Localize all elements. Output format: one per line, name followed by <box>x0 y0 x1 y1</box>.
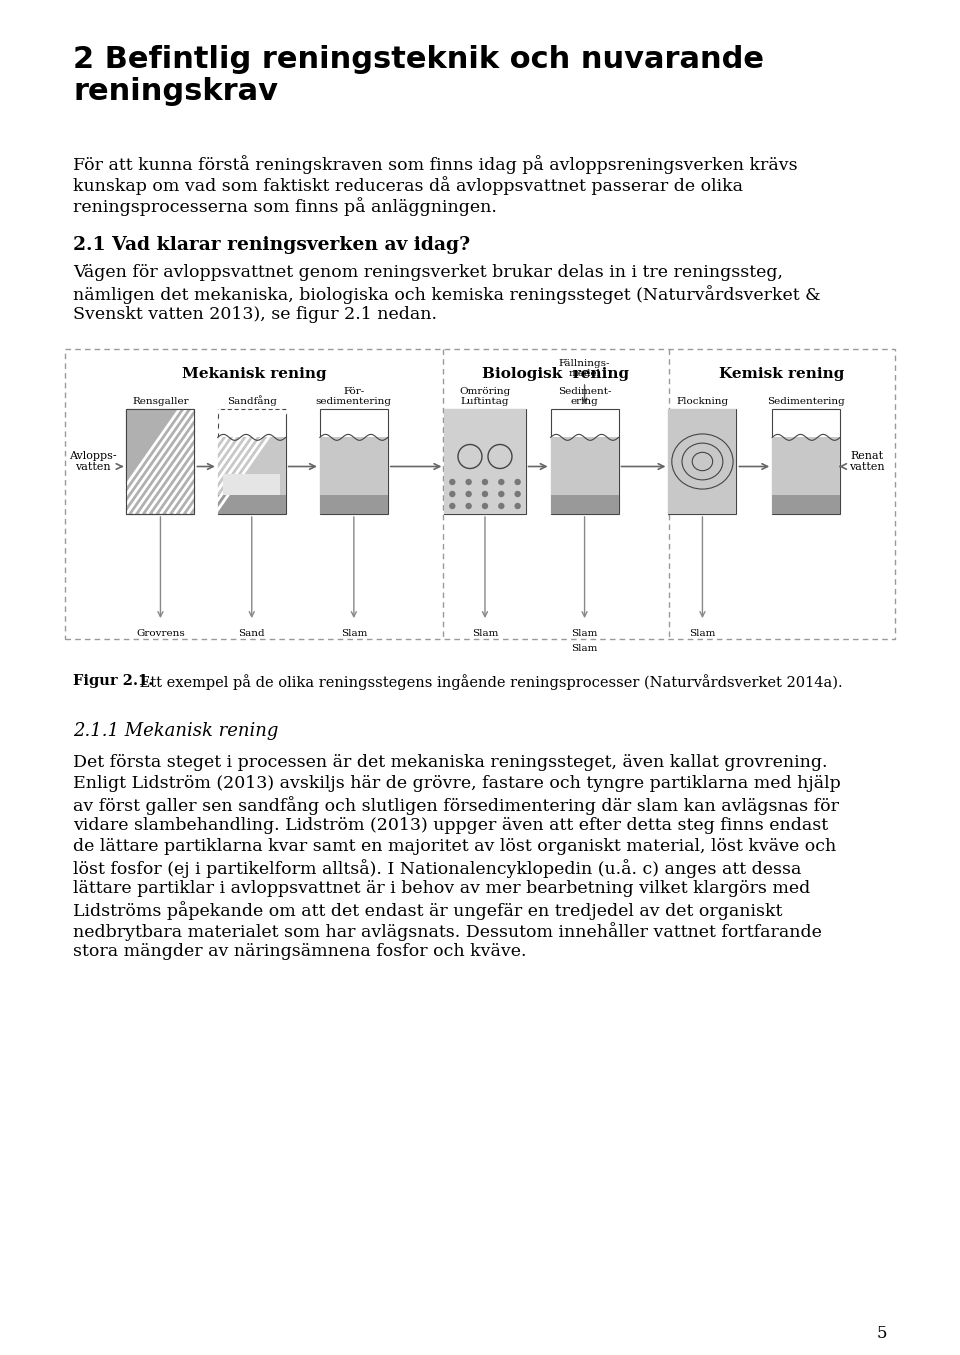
Text: av först galler sen sandfång och slutligen försedimentering där slam kan avlägsn: av först galler sen sandfång och slutlig… <box>73 795 839 814</box>
Bar <box>772 438 840 495</box>
Text: Enligt Lidström (2013) avskiljs här de grövre, fastare och tyngre partiklarna me: Enligt Lidström (2013) avskiljs här de g… <box>73 775 841 793</box>
Text: löst fosfor (ej i partikelform alltså). I Nationalencyklopedin (u.å. c) anges at: löst fosfor (ej i partikelform alltså). … <box>73 859 802 878</box>
Circle shape <box>499 480 504 485</box>
Text: vidare slambehandling. Lidström (2013) uppger även att efter detta steg finns en: vidare slambehandling. Lidström (2013) u… <box>73 817 828 833</box>
Text: Det första steget i processen är det mekaniska reningssteget, även kallat grovre: Det första steget i processen är det mek… <box>73 753 828 771</box>
Text: För att kunna förstå reningskraven som finns idag på avloppsreningsverken krävs: För att kunna förstå reningskraven som f… <box>73 154 798 173</box>
Circle shape <box>450 480 455 485</box>
Text: Ett exempel på de olika reningsstegens ingående reningsprocesser (Naturvårdsverk: Ett exempel på de olika reningsstegens i… <box>135 673 843 690</box>
Text: Omröring
Luftintag: Omröring Luftintag <box>459 388 511 406</box>
Text: För-
sedimentering: För- sedimentering <box>316 388 392 406</box>
Text: lättare partiklar i avloppsvattnet är i behov av mer bearbetning vilket klargörs: lättare partiklar i avloppsvattnet är i … <box>73 879 810 897</box>
Text: nedbrytbara materialet som har avlägsnats. Dessutom innehåller vattnet fortfaran: nedbrytbara materialet som har avlägsnat… <box>73 921 822 940</box>
Text: Svenskt vatten 2013), se figur 2.1 nedan.: Svenskt vatten 2013), se figur 2.1 nedan… <box>73 306 437 322</box>
Text: nämligen det mekaniska, biologiska och kemiska reningssteget (Naturvårdsverket &: nämligen det mekaniska, biologiska och k… <box>73 285 821 304</box>
Text: Sediment-
ering: Sediment- ering <box>558 388 612 406</box>
Bar <box>320 438 388 495</box>
Bar <box>218 409 286 514</box>
Circle shape <box>467 480 471 485</box>
Text: Sedimentering: Sedimentering <box>767 397 845 406</box>
Text: 2 Befintlig reningsteknik och nuvarande: 2 Befintlig reningsteknik och nuvarande <box>73 45 764 75</box>
Bar <box>668 409 736 514</box>
Circle shape <box>467 504 471 508</box>
Text: Flockning: Flockning <box>677 397 729 406</box>
Text: de lättare partiklarna kvar samt en majoritet av löst organiskt material, löst k: de lättare partiklarna kvar samt en majo… <box>73 837 836 855</box>
Bar <box>444 409 526 514</box>
Bar <box>444 409 526 514</box>
Bar <box>218 438 286 495</box>
Text: reningsprocesserna som finns på anläggningen.: reningsprocesserna som finns på anläggni… <box>73 196 497 215</box>
Text: Slam: Slam <box>341 629 367 638</box>
Text: 5: 5 <box>876 1325 887 1341</box>
Circle shape <box>499 504 504 508</box>
Bar <box>65 350 895 640</box>
Text: reningskrav: reningskrav <box>73 77 278 106</box>
Circle shape <box>483 492 488 496</box>
Bar <box>127 409 195 514</box>
Bar <box>772 409 840 514</box>
Circle shape <box>450 492 455 496</box>
Text: Lidströms påpekande om att det endast är ungefär en tredjedel av det organiskt: Lidströms påpekande om att det endast är… <box>73 901 782 920</box>
Circle shape <box>467 492 471 496</box>
Text: Fällnings-
medel: Fällnings- medel <box>559 359 611 378</box>
Circle shape <box>516 492 520 496</box>
Text: Rensgaller: Rensgaller <box>132 397 189 406</box>
Bar <box>550 409 618 514</box>
Bar <box>127 409 195 514</box>
Circle shape <box>516 504 520 508</box>
Circle shape <box>516 480 520 485</box>
Text: Kemisk rening: Kemisk rening <box>719 367 845 381</box>
Circle shape <box>450 504 455 508</box>
Text: Biologisk  rening: Biologisk rening <box>482 367 630 381</box>
Text: Mekanisk rening: Mekanisk rening <box>181 367 326 381</box>
Text: Slam: Slam <box>571 644 598 653</box>
Circle shape <box>483 504 488 508</box>
Text: Slam: Slam <box>471 629 498 638</box>
Text: Grovrens: Grovrens <box>136 629 185 638</box>
Text: stora mängder av näringsämnena fosfor och kväve.: stora mängder av näringsämnena fosfor oc… <box>73 943 526 959</box>
Bar <box>223 474 280 495</box>
Bar <box>218 495 286 514</box>
Bar <box>550 495 618 514</box>
Text: kunskap om vad som faktiskt reduceras då avloppsvattnet passerar de olika: kunskap om vad som faktiskt reduceras då… <box>73 176 743 195</box>
Text: Figur 2.1.: Figur 2.1. <box>73 673 154 688</box>
Bar <box>550 438 618 495</box>
Text: Slam: Slam <box>689 629 715 638</box>
Bar <box>320 495 388 514</box>
Text: Renat
vatten: Renat vatten <box>850 451 885 473</box>
Text: Avlopps-
vatten: Avlopps- vatten <box>69 451 117 473</box>
Text: 2.1 Vad klarar reningsverken av idag?: 2.1 Vad klarar reningsverken av idag? <box>73 236 470 253</box>
Text: Slam: Slam <box>571 629 598 638</box>
Text: Sand: Sand <box>238 629 265 638</box>
Text: Sandfång: Sandfång <box>227 396 276 406</box>
Bar <box>320 409 388 514</box>
Circle shape <box>499 492 504 496</box>
Text: Vägen för avloppsvattnet genom reningsverket brukar delas in i tre reningssteg,: Vägen för avloppsvattnet genom reningsve… <box>73 264 783 280</box>
Bar <box>772 495 840 514</box>
Circle shape <box>483 480 488 485</box>
Bar <box>668 409 736 514</box>
Bar <box>127 409 195 514</box>
Text: 2.1.1 Mekanisk rening: 2.1.1 Mekanisk rening <box>73 722 278 740</box>
